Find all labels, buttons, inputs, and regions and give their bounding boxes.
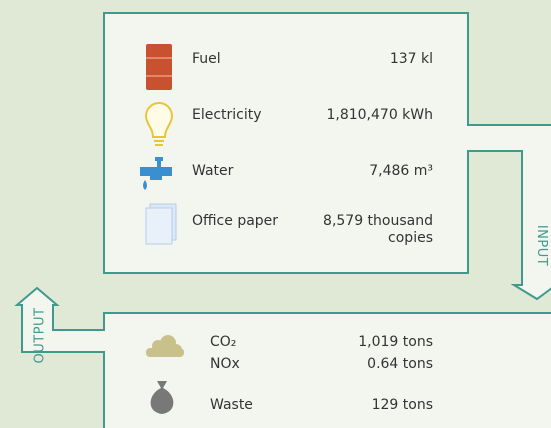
item-value: 1,810,470 kWh (326, 107, 433, 123)
input-label: INPUT (534, 224, 550, 267)
item-name: Fuel (192, 51, 221, 67)
output-label: OUTPUT (32, 307, 48, 364)
output-arrow (14, 286, 107, 353)
item-value: 0.64 tons (367, 356, 433, 372)
item-name: Office paper (192, 213, 279, 229)
item-name: Electricity (192, 107, 262, 123)
joint (102, 331, 106, 351)
item-value: 1,019 tons (358, 334, 433, 350)
item-name: Waste (210, 397, 253, 413)
item-value: 7,486 m³ (369, 163, 433, 179)
input-arrow (465, 124, 551, 301)
paper-icon (145, 203, 177, 245)
item-value: 137 kl (389, 51, 433, 67)
item-name: NOx (210, 356, 240, 372)
joint (466, 126, 470, 150)
output-box (103, 312, 551, 428)
cloud-icon (146, 335, 184, 357)
item-value: 129 tons (371, 397, 433, 413)
faucet-icon (140, 157, 172, 190)
item-value: 8,579 thousand copies (323, 213, 433, 246)
item-name: Water (192, 163, 234, 179)
bag-icon (150, 381, 174, 414)
item-name: CO₂ (210, 334, 237, 350)
fuel-icon (146, 44, 172, 90)
bulb-icon (144, 102, 174, 146)
